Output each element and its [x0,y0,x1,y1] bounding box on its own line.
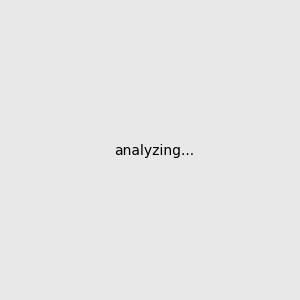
Text: analyzing...: analyzing... [114,145,194,158]
